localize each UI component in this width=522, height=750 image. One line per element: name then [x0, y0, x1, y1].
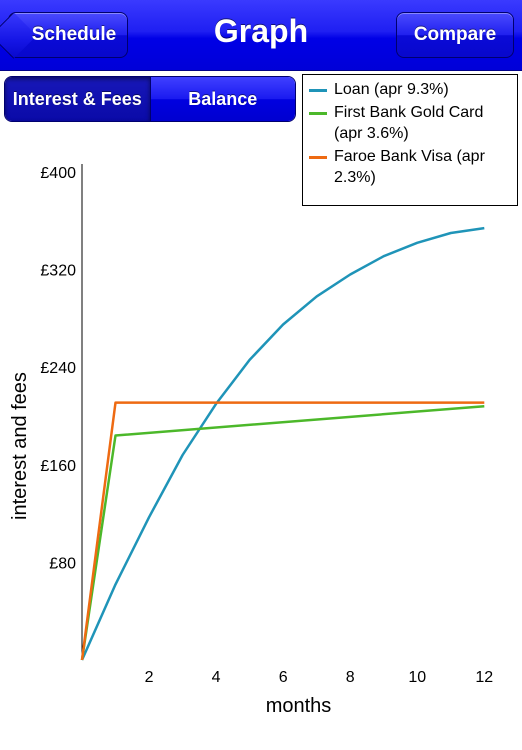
legend-swatch-first-bank [309, 112, 327, 115]
legend-label-first-bank: First Bank Gold Card (apr 3.6%) [334, 104, 484, 142]
legend-item-first-bank: First Bank Gold Card (apr 3.6%) [309, 102, 511, 144]
segment-interest-fees[interactable]: Interest & Fees [5, 77, 151, 121]
first-bank-series-line [80, 404, 485, 661]
schedule-back-button[interactable]: Schedule [0, 12, 128, 59]
x-tick-label: 8 [346, 669, 355, 686]
y-tick-label: £400 [40, 165, 76, 182]
legend-item-loan: Loan (apr 9.3%) [309, 79, 511, 100]
legend-label-loan: Loan (apr 9.3%) [334, 81, 449, 98]
segment-balance[interactable]: Balance [150, 77, 295, 121]
legend-swatch-loan [309, 89, 327, 92]
x-tick-label: 2 [145, 669, 154, 686]
faroe-bank-series-line [80, 401, 485, 661]
loan-series-line [80, 226, 485, 661]
compare-button[interactable]: Compare [396, 12, 514, 58]
y-axis-title: interest and fees [9, 372, 31, 520]
interest-fees-line-chart: £80 £160 £240 £320 £400 2 4 6 8 10 12 months interes… [9, 164, 493, 717]
y-tick-label: £320 [40, 263, 76, 280]
navigation-bar: Schedule Graph Compare [0, 0, 522, 71]
legend-label-faroe-bank: Faroe Bank Visa (apr 2.3%) [334, 148, 485, 186]
graph-mode-segmented-control: Interest & Fees Balance [4, 76, 296, 122]
chart-legend: Loan (apr 9.3%) First Bank Gold Card (ap… [302, 74, 518, 206]
x-tick-label: 10 [408, 669, 426, 686]
page-title: Graph [213, 13, 309, 49]
y-tick-label: £80 [49, 555, 76, 572]
x-tick-label: 6 [279, 669, 288, 686]
legend-swatch-faroe-bank [309, 156, 327, 159]
x-tick-label: 4 [212, 669, 221, 686]
x-tick-label: 12 [475, 669, 493, 686]
schedule-back-label: Schedule [31, 24, 117, 45]
y-tick-label: £240 [40, 360, 76, 377]
y-tick-label: £160 [40, 458, 76, 475]
legend-item-faroe-bank: Faroe Bank Visa (apr 2.3%) [309, 146, 511, 188]
x-axis-title: months [266, 695, 332, 717]
